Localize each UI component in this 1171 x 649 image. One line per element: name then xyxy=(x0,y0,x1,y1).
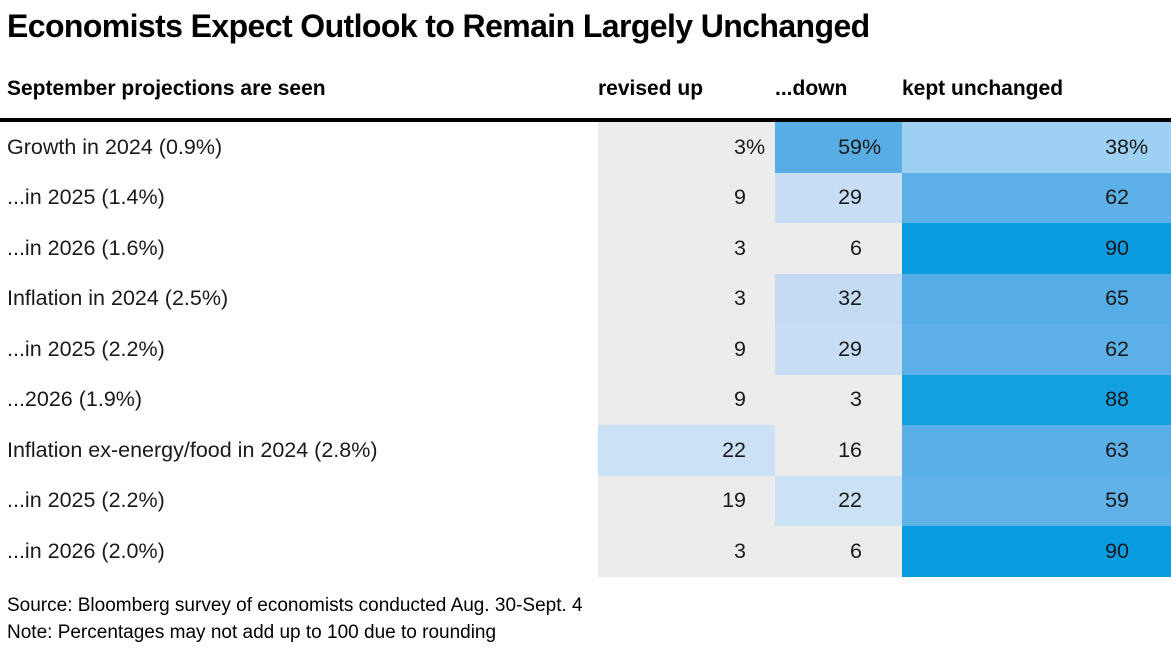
cell-kept-unchanged: 62 xyxy=(902,324,1171,375)
cell-revised-up: 22 xyxy=(598,425,775,476)
cell-kept-unchanged: 90 xyxy=(902,223,1171,274)
row-label: ...in 2026 (1.6%) xyxy=(7,235,165,260)
table-row: ...in 2026 (2.0%) 3 6 90 xyxy=(0,526,1171,577)
row-label: Inflation in 2024 (2.5%) xyxy=(7,286,229,311)
column-header-down: ...down xyxy=(775,77,848,100)
table-row: Inflation ex-energy/food in 2024 (2.8%) … xyxy=(0,425,1171,476)
header-divider-rule xyxy=(0,118,1171,122)
row-label: ...in 2025 (2.2%) xyxy=(7,488,165,513)
table-row: ...in 2026 (1.6%) 3 6 90 xyxy=(0,223,1171,274)
table-row: ...2026 (1.9%) 9 3 88 xyxy=(0,374,1171,425)
table-row: ...in 2025 (2.2%) 19 22 59 xyxy=(0,475,1171,526)
table-row: ...in 2025 (2.2%) 9 29 62 xyxy=(0,324,1171,375)
cell-kept-unchanged: 38% xyxy=(902,122,1171,173)
table-row: ...in 2025 (1.4%) 9 29 62 xyxy=(0,172,1171,223)
cell-revised-up: 9 xyxy=(598,172,775,223)
table-row: Inflation in 2024 (2.5%) 3 32 65 xyxy=(0,273,1171,324)
cell-down: 29 xyxy=(775,324,902,375)
row-label: ...in 2025 (1.4%) xyxy=(7,185,165,210)
cell-revised-up: 19 xyxy=(598,475,775,526)
row-label: Inflation ex-energy/food in 2024 (2.8%) xyxy=(7,437,378,462)
cell-kept-unchanged: 63 xyxy=(902,425,1171,476)
row-label: ...in 2026 (2.0%) xyxy=(7,538,165,563)
cell-kept-unchanged: 88 xyxy=(902,374,1171,425)
column-header-kept-unchanged: kept unchanged xyxy=(902,77,1064,100)
heatmap-table: Growth in 2024 (0.9%) 3% 59% 38% ...in 2… xyxy=(0,122,1171,577)
row-label: Growth in 2024 (0.9%) xyxy=(7,134,223,159)
cell-down: 3 xyxy=(775,374,902,425)
row-label: ...2026 (1.9%) xyxy=(7,387,143,412)
cell-kept-unchanged: 62 xyxy=(902,172,1171,223)
cell-revised-up: 3 xyxy=(598,273,775,324)
table-row: Growth in 2024 (0.9%) 3% 59% 38% xyxy=(0,122,1171,173)
cell-down: 6 xyxy=(775,526,902,577)
column-header-revised-up: revised up xyxy=(598,77,704,100)
cell-down: 32 xyxy=(775,273,902,324)
source-line: Source: Bloomberg survey of economists c… xyxy=(7,594,583,616)
cell-revised-up: 9 xyxy=(598,324,775,375)
cell-down: 6 xyxy=(775,223,902,274)
cell-kept-unchanged: 59 xyxy=(902,475,1171,526)
page-title: Economists Expect Outlook to Remain Larg… xyxy=(7,8,870,44)
cell-revised-up: 9 xyxy=(598,374,775,425)
cell-kept-unchanged: 65 xyxy=(902,273,1171,324)
cell-kept-unchanged: 90 xyxy=(902,526,1171,577)
cell-revised-up: 3 xyxy=(598,223,775,274)
row-label: ...in 2025 (2.2%) xyxy=(7,336,165,361)
cell-down: 22 xyxy=(775,475,902,526)
cell-down: 16 xyxy=(775,425,902,476)
cell-revised-up: 3% xyxy=(598,122,775,173)
table-header-row: September projections are seen revised u… xyxy=(0,76,1171,102)
chart-footer: Source: Bloomberg survey of economists c… xyxy=(0,592,1171,646)
cell-down: 59% xyxy=(775,122,902,173)
column-header-projections: September projections are seen xyxy=(7,77,326,100)
cell-down: 29 xyxy=(775,172,902,223)
note-line: Note: Percentages may not add up to 100 … xyxy=(7,621,497,643)
cell-revised-up: 3 xyxy=(598,526,775,577)
